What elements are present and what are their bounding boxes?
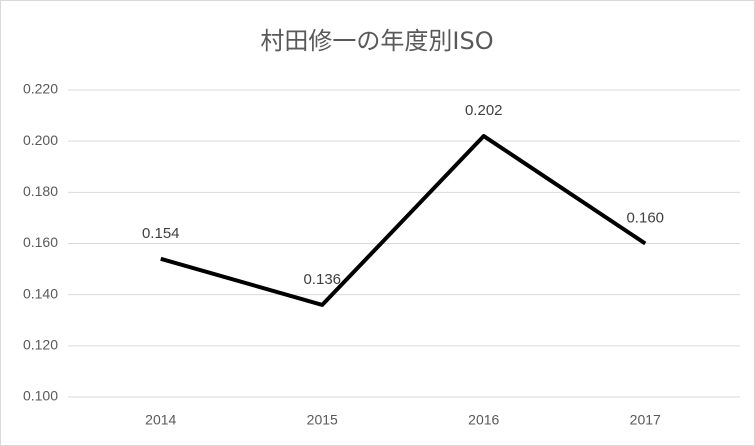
y-tick-label: 0.100 [23, 388, 58, 404]
line-series [160, 134, 647, 307]
data-label: 0.202 [465, 102, 503, 119]
y-tick-label: 0.220 [23, 81, 58, 97]
x-tick-label: 2017 [630, 412, 661, 428]
chart-title: 村田修一の年度別ISO [260, 27, 493, 55]
data-label: 0.160 [626, 209, 664, 226]
data-label: 0.154 [142, 225, 180, 242]
x-tick-label: 2014 [145, 412, 176, 428]
y-tick-label: 0.120 [23, 337, 58, 353]
y-tick-label: 0.140 [23, 285, 58, 301]
data-label: 0.136 [303, 271, 341, 288]
y-tick-label: 0.180 [23, 183, 58, 199]
x-tick-label: 2016 [468, 412, 499, 428]
x-tick-label: 2015 [307, 412, 338, 428]
y-tick-label: 0.200 [23, 132, 58, 148]
y-tick-label: 0.160 [23, 234, 58, 250]
